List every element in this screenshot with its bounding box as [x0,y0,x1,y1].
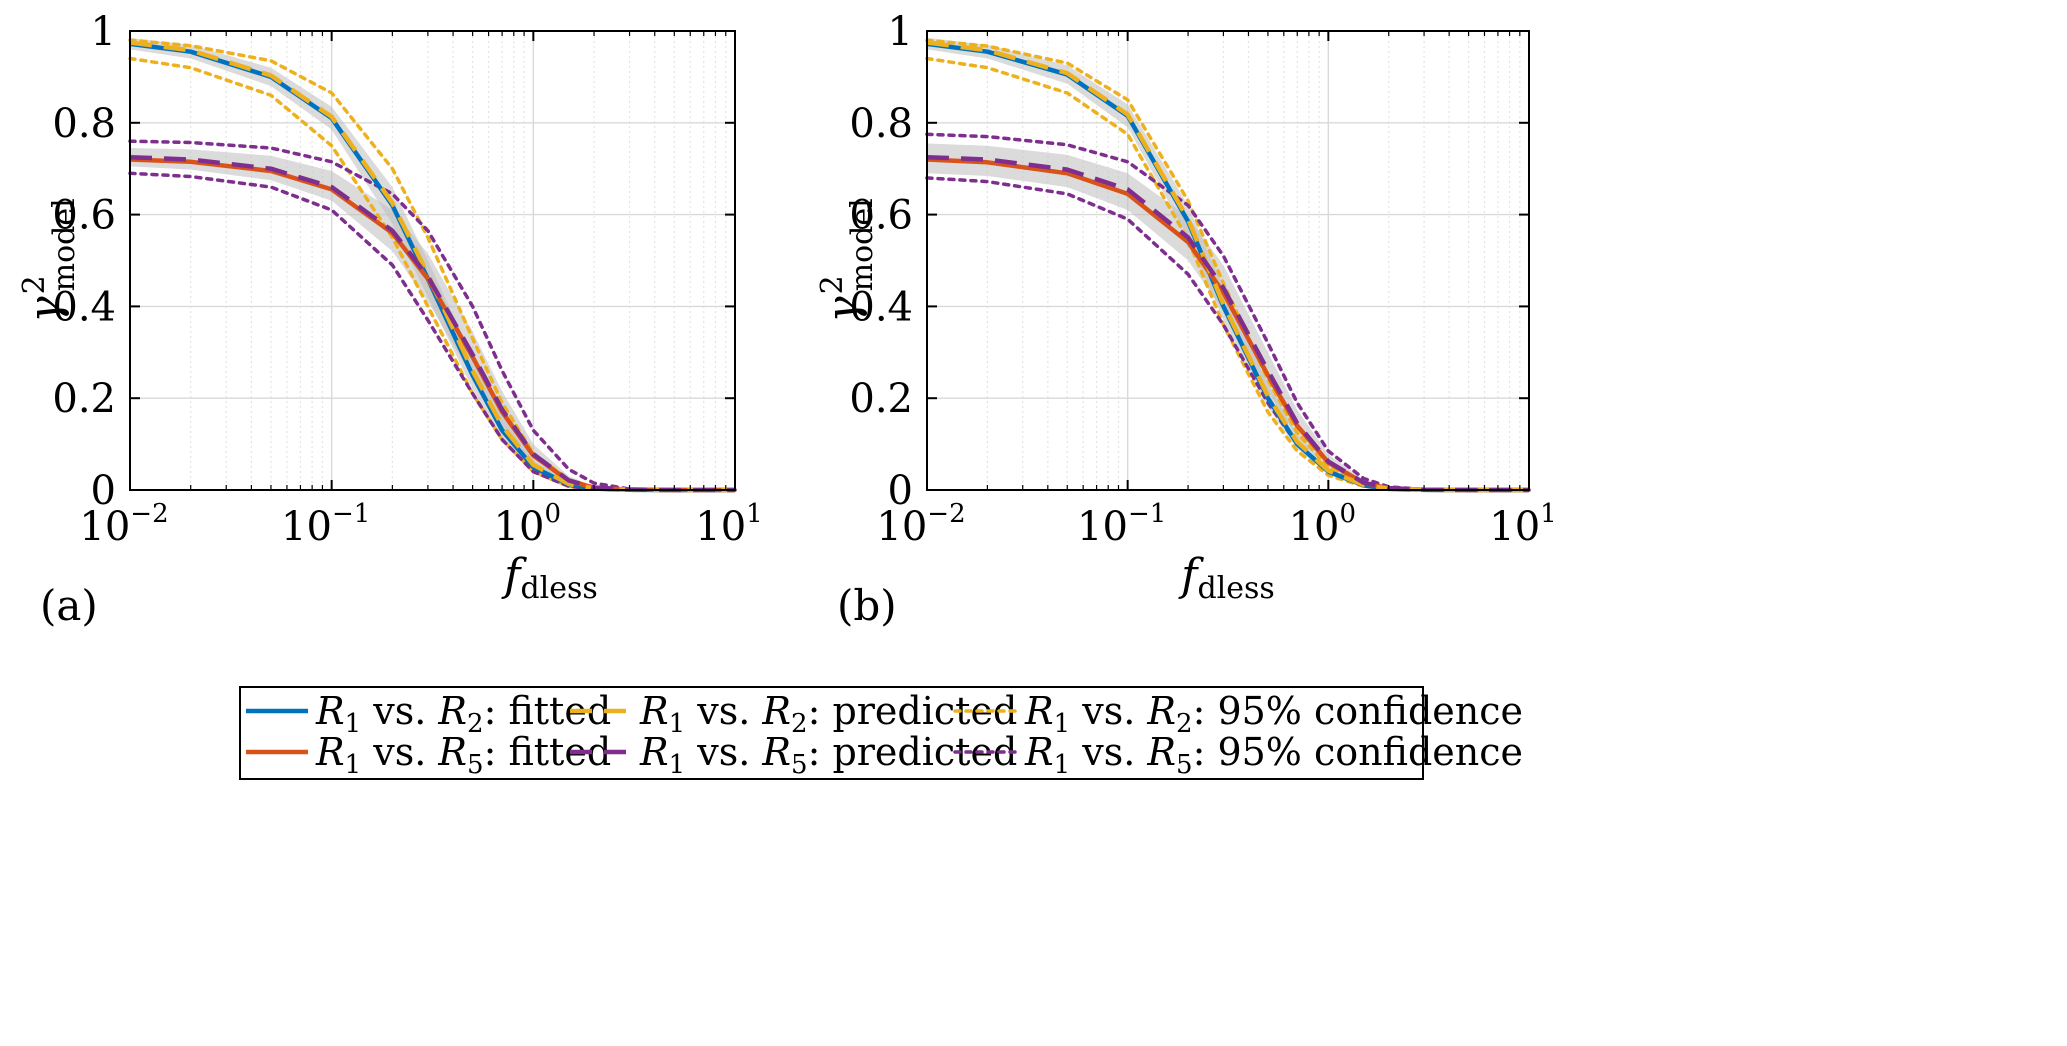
y-axis-label: γ2model [17,198,82,322]
y-tick-label: 0.6 [849,193,913,239]
legend-item: R1 vs. R2: 95% confidence [953,689,1523,739]
legend-label: R1 vs. R5: predicted [639,730,1017,780]
y-tick-label: 0.2 [52,376,116,422]
panel-label: (b) [837,581,897,630]
x-tick-label: 101 [695,499,762,550]
axes-box [129,30,736,491]
x-tick-label: 10−2 [79,499,168,550]
x-tick-label: 10−2 [876,499,965,550]
x-tick-label: 10−1 [281,499,370,550]
y-tick-label: 0.8 [849,101,913,147]
legend-label: R1 vs. R2: fitted [315,689,611,739]
y-tick-label: 0.6 [52,193,116,239]
plot-area [130,31,735,490]
legend-label: R1 vs. R2: 95% confidence [1024,689,1523,739]
x-tick-label: 10−1 [1077,499,1166,550]
y-tick-label: 0.4 [849,284,913,330]
series-line [129,154,735,493]
legend-label: R1 vs. R5: 95% confidence [1024,730,1523,780]
legend-item: R1 vs. R2: fitted [246,689,611,739]
x-axis-label: fdless [501,550,598,606]
x-tick-label: 100 [494,499,561,550]
legend-item: R1 vs. R2: predicted [570,689,1017,739]
legend-item: R1 vs. R5: 95% confidence [953,730,1523,780]
y-tick-label: 0 [888,468,913,514]
x-tick-label: 101 [1489,499,1556,550]
chart-panel: 0 0.2 0.4 0.6 0.8 1 10−2 10−1 100 101 fdless γ2mode… [17,9,763,630]
chart-panel: 0 0.2 0.4 0.6 0.8 1 10−2 10−1 100 101 fdless γ2mode… [815,9,1557,630]
x-axis-label: fdless [1178,550,1275,606]
y-tick-label: 1 [91,9,116,55]
legend-box [239,686,1424,780]
axes-box [926,30,1530,491]
y-tick-label: 0 [91,468,116,514]
y-tick-label: 1 [888,9,913,55]
y-tick-label: 0.4 [52,284,116,330]
y-tick-label: 0.8 [52,101,116,147]
y-axis-label: γ2model [815,198,880,322]
series-line [926,154,1529,493]
legend-label: R1 vs. R2: predicted [639,689,1017,739]
y-tick-label: 0.2 [849,376,913,422]
legend: R1 vs. R2: fitted R1 vs. R2: predicted R1 … [239,686,1523,780]
x-tick-label: 100 [1289,499,1356,550]
plot-area [927,31,1529,490]
panel-label: (a) [40,581,98,630]
